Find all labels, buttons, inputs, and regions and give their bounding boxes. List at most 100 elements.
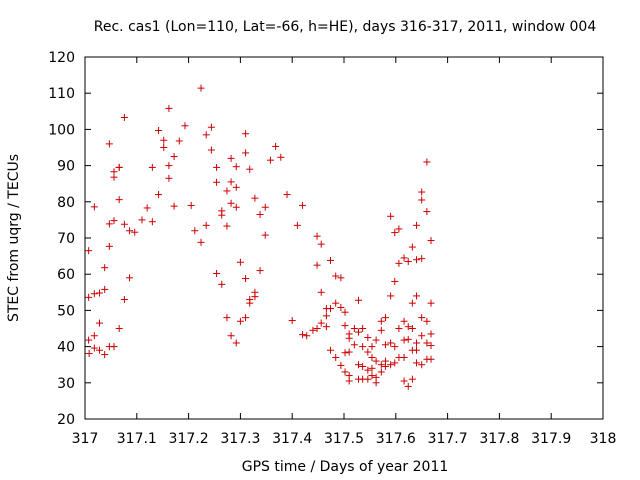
data-point — [345, 334, 353, 342]
data-point — [101, 285, 109, 293]
y-tick-label: 40 — [57, 340, 75, 356]
y-tick-label: 70 — [57, 231, 75, 247]
plot-border — [84, 56, 604, 420]
data-point — [313, 261, 321, 269]
data-point — [372, 336, 380, 344]
data-point — [377, 317, 385, 325]
data-point — [181, 122, 189, 130]
y-tick-label: 100 — [48, 122, 75, 138]
data-point — [120, 113, 128, 121]
data-point — [337, 361, 345, 369]
data-point — [246, 165, 254, 173]
data-point — [101, 264, 109, 272]
data-point — [359, 343, 367, 351]
data-point — [90, 203, 98, 211]
data-point — [381, 314, 389, 322]
data-point — [256, 267, 264, 275]
data-point — [423, 317, 431, 325]
data-point — [105, 140, 113, 148]
data-point — [359, 363, 367, 371]
data-point — [377, 361, 385, 369]
data-point — [372, 379, 380, 387]
axis-ticks: 317 317.1 317.2 317.3 317.4 317.5 317.6 317.7 31… — [48, 50, 616, 447]
data-point — [327, 346, 335, 354]
data-point — [413, 339, 421, 347]
data-point — [236, 317, 244, 325]
data-point — [418, 332, 426, 340]
data-point — [160, 136, 168, 144]
data-point — [175, 137, 183, 145]
chart-title: Rec. cas1 (Lon=110, Lat=-66, h=HE), days… — [94, 19, 597, 35]
data-point — [345, 377, 353, 385]
data-point — [404, 382, 412, 390]
data-point — [427, 330, 435, 338]
data-point — [404, 258, 412, 266]
data-point — [246, 299, 254, 307]
data-point — [227, 332, 235, 340]
data-point — [138, 216, 146, 224]
data-point — [408, 375, 416, 383]
data-point — [120, 296, 128, 304]
data-point — [110, 217, 118, 225]
data-point — [327, 305, 335, 313]
data-point — [165, 162, 173, 170]
data-point — [197, 238, 205, 246]
data-point — [313, 325, 321, 332]
data-point — [155, 126, 163, 134]
data-point — [404, 323, 412, 331]
data-point — [277, 153, 285, 161]
data-point — [341, 308, 349, 316]
data-point — [197, 84, 205, 92]
data-point — [272, 142, 280, 150]
data-point — [242, 130, 250, 138]
data-point — [223, 187, 231, 195]
x-tick-label: 318 — [590, 431, 617, 447]
plot-area — [84, 56, 604, 420]
data-point — [288, 317, 296, 325]
data-point — [105, 220, 113, 228]
data-point — [227, 178, 235, 186]
data-point — [85, 293, 93, 301]
data-point — [408, 299, 416, 307]
data-point — [101, 351, 109, 359]
data-point — [261, 203, 269, 211]
data-point — [207, 146, 215, 154]
x-tick-label: 317.7 — [428, 431, 468, 447]
data-point — [332, 353, 340, 361]
data-point — [202, 131, 210, 139]
data-point — [418, 361, 426, 369]
data-point — [364, 366, 372, 374]
data-point — [364, 334, 372, 342]
y-tick-label: 20 — [57, 412, 75, 428]
data-point — [170, 153, 178, 161]
data-point — [223, 222, 231, 230]
data-point — [345, 348, 353, 356]
data-point — [165, 174, 173, 182]
x-tick-label: 317.1 — [117, 431, 157, 447]
x-tick-label: 317 — [72, 431, 99, 447]
data-point — [148, 163, 156, 171]
data-point — [387, 292, 395, 300]
data-point — [368, 353, 376, 361]
data-point — [413, 346, 421, 354]
data-point — [400, 254, 408, 262]
data-point — [395, 325, 403, 332]
data-point — [364, 348, 372, 356]
data-point — [317, 319, 325, 327]
data-point — [242, 149, 250, 157]
data-point — [232, 339, 240, 347]
data-point — [387, 339, 395, 347]
data-point — [387, 212, 395, 220]
data-point — [413, 292, 421, 300]
data-point — [213, 178, 221, 186]
data-point — [232, 163, 240, 171]
data-point — [299, 331, 307, 339]
data-point — [202, 221, 210, 229]
y-tick-label: 120 — [48, 50, 75, 66]
data-point — [423, 339, 431, 347]
data-point — [115, 325, 123, 332]
data-point — [391, 359, 399, 367]
y-axis-label: STEC from uqrg / TECUs — [6, 154, 22, 322]
x-tick-label: 317.4 — [272, 431, 312, 447]
data-point — [90, 344, 98, 352]
